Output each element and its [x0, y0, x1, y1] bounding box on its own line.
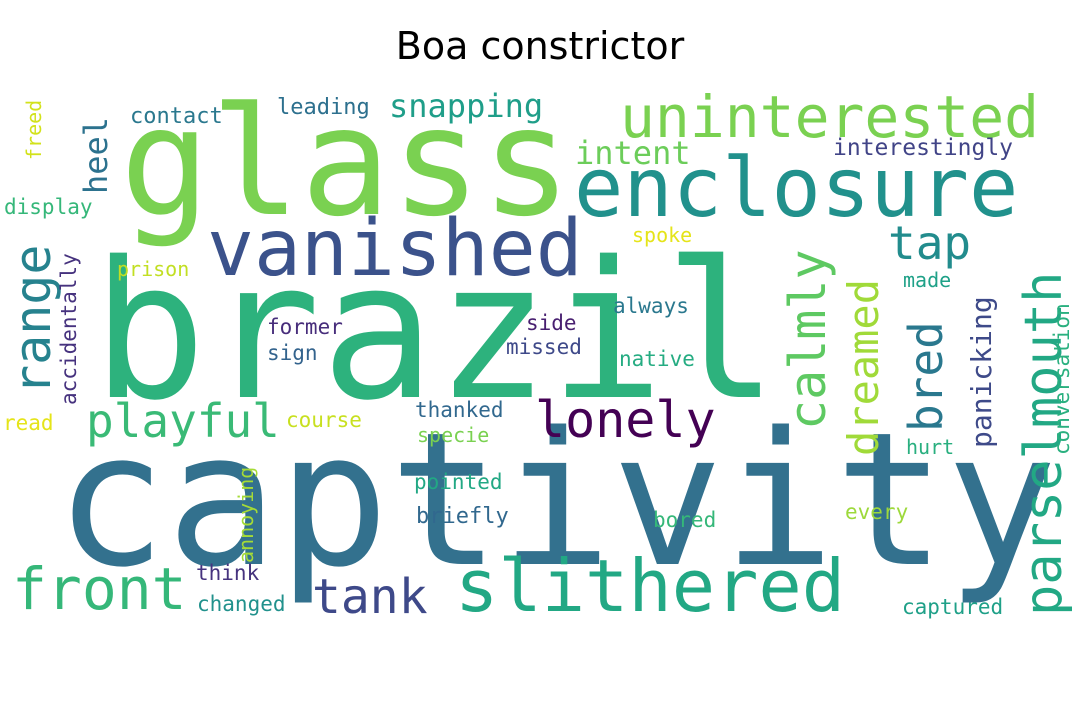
word-pointed: pointed [414, 470, 503, 494]
word-spoke: spoke [632, 223, 693, 247]
word-leading: leading [277, 95, 370, 120]
word-course: course [286, 408, 362, 432]
word-briefly: briefly [416, 504, 509, 529]
word-slithered: slithered [455, 544, 846, 628]
word-accidentally: accidentally [57, 253, 81, 405]
word-calmly: calmly [779, 249, 837, 430]
word-tap: tap [888, 216, 972, 270]
word-front: front [12, 555, 187, 623]
word-prison: prison [117, 257, 190, 281]
word-sign: sign [267, 341, 318, 365]
word-thanked: thanked [415, 398, 504, 422]
word-read: read [3, 411, 54, 435]
word-changed: changed [197, 592, 286, 616]
chart-title: Boa constrictor [395, 24, 685, 68]
word-captured: captured [902, 595, 1004, 619]
word-lonely: lonely [535, 391, 716, 449]
word-think: think [196, 561, 260, 585]
word-conversation: conversation [1050, 303, 1074, 455]
word-contact: contact [130, 104, 223, 129]
word-bred: bred [899, 321, 953, 432]
word-uninterested: uninterested [620, 83, 1040, 151]
word-annoying: annoying [234, 466, 258, 563]
word-specie: specie [417, 423, 490, 447]
word-always: always [613, 294, 689, 318]
word-freed: freed [22, 99, 46, 160]
word-every: every [845, 500, 909, 524]
word-former: former [267, 315, 343, 339]
word-intent: intent [575, 134, 691, 172]
word-captivity: captivity [55, 392, 1058, 608]
word-heel: heel [77, 116, 115, 194]
word-glass: glass [120, 76, 572, 250]
word-hurt: hurt [906, 435, 955, 459]
word-made: made [903, 268, 952, 292]
word-dreamed: dreamed [839, 278, 888, 456]
word-enclosure: enclosure [574, 141, 1019, 236]
word-display: display [4, 195, 93, 219]
word-missed: missed [506, 335, 582, 359]
word-brazil: brazil [92, 221, 779, 442]
word-bored: bored [653, 508, 717, 532]
word-snapping: snapping [389, 87, 544, 125]
word-interestingly: interestingly [833, 135, 1014, 161]
word-range: range [4, 244, 62, 395]
word-tank: tank [312, 569, 428, 625]
word-panicking: panicking [965, 296, 998, 448]
word-native: native [619, 347, 695, 371]
word-side: side [526, 311, 577, 335]
word-vanished: vanished [207, 204, 583, 294]
word-playful: playful [86, 394, 280, 448]
